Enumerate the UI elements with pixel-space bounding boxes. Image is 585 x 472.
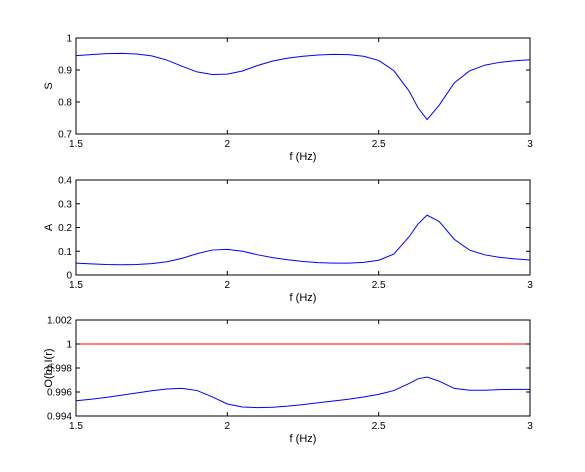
- y-tick-label: 1.002: [47, 316, 72, 327]
- x-tick-label: 2: [225, 139, 231, 150]
- x-tick-label: 2.5: [372, 139, 386, 150]
- subplot-3: 1.5 2 2.5 3 0.994 0.996 0.998 1 1.002 f (Hz) O(b),…: [43, 316, 533, 446]
- axes-frame: [75, 37, 531, 135]
- y-axis-label: S: [43, 82, 55, 89]
- y-tick-label: 0.994: [47, 412, 72, 423]
- y-tick-label: 0.4: [58, 176, 72, 187]
- y-axis-label: O(b),I(r): [43, 348, 55, 387]
- y-tick-label: 0.8: [58, 98, 72, 109]
- series-line-3-1: [75, 376, 530, 409]
- subplot-2: 1.5 2 2.5 3 0 0.1 0.2 0.3 0.4 f (Hz) A: [43, 176, 533, 305]
- y-axis-label: A: [43, 223, 55, 231]
- x-tick-label: 1.5: [69, 280, 83, 291]
- series-line-1-1: [75, 52, 531, 121]
- y-tick-label: 0.998: [47, 364, 72, 375]
- series-line-2-1: [75, 214, 531, 266]
- y-tick-label: 1: [66, 340, 72, 351]
- x-axis-label: f (Hz): [290, 292, 317, 304]
- y-tick-label: 0.3: [58, 199, 72, 210]
- y-tick-label: 0.996: [47, 388, 72, 399]
- y-tick-label: 0.9: [58, 66, 72, 77]
- x-tick-label: 3: [527, 280, 533, 291]
- x-tick-label: 2: [225, 280, 231, 291]
- y-tick-label: 0: [66, 271, 72, 282]
- axes-frame: [75, 319, 531, 417]
- y-tick-label: 0.2: [58, 223, 72, 234]
- x-tick-label: 3: [527, 139, 533, 150]
- y-tick-label: 0.7: [58, 130, 72, 141]
- x-tick-label: 2.5: [372, 421, 386, 432]
- x-tick-label: 1.5: [69, 421, 83, 432]
- x-tick-label: 2: [225, 421, 231, 432]
- x-tick-label: 1.5: [69, 139, 83, 150]
- y-tick-label: 1: [66, 34, 72, 45]
- y-tick-label: 0.1: [58, 247, 72, 258]
- x-axis-label: f (Hz): [290, 433, 317, 445]
- x-tick-label: 3: [527, 421, 533, 432]
- axes-frame: [75, 179, 531, 276]
- x-tick-label: 2.5: [372, 280, 386, 291]
- subplot-1: 1.5 2 2.5 3 0.7 0.8 0.9 1 f (Hz) S: [43, 34, 533, 164]
- x-axis-label: f (Hz): [290, 151, 317, 163]
